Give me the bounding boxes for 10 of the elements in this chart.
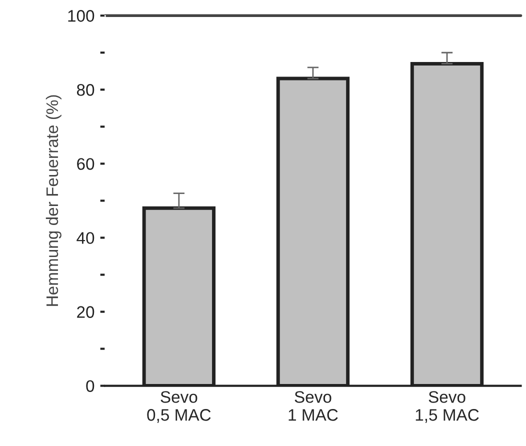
y-tick-label: 80 [76,84,94,96]
x-tick-label: Sevo 0,5 MAC [147,391,211,423]
x-tick-label: Sevo 1 MAC [288,391,338,421]
y-tick-label: 60 [77,158,94,170]
y-tick-label: 20 [77,306,94,318]
y-tick-label: 100 [68,10,94,22]
y-tick-label: 0 [86,380,94,392]
x-tick-label: Sevo 1,5 MAC [416,391,479,423]
y-tick-label: 40 [76,232,94,244]
y-axis-title: Hemmung der Feuerrate (%) [46,95,62,306]
